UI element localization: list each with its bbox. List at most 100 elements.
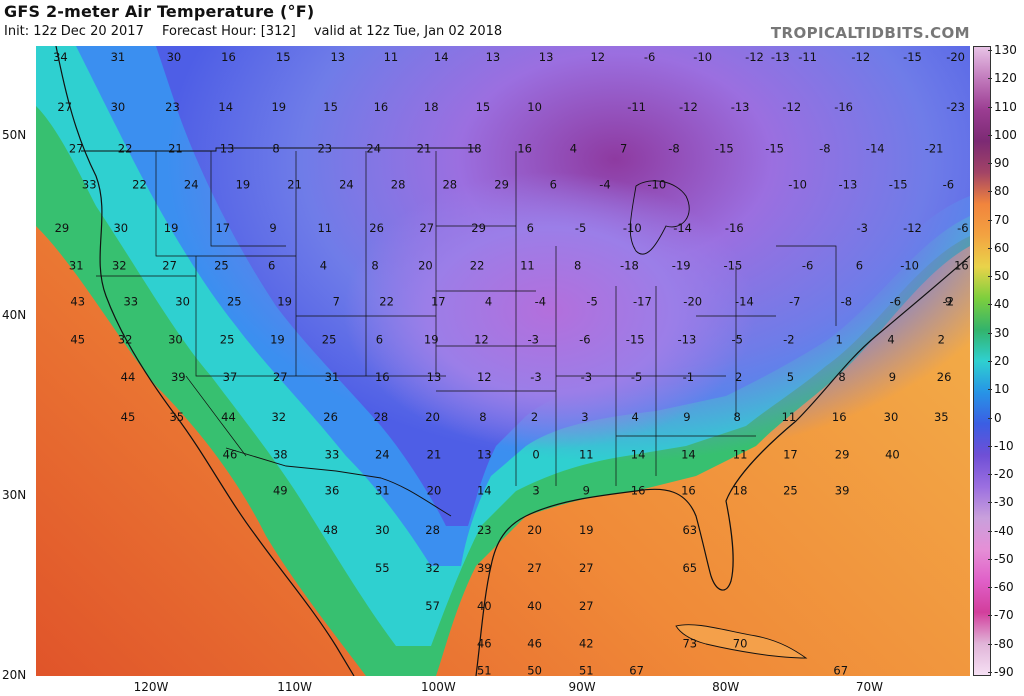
station-temp: 22: [470, 259, 485, 273]
colorbar-tick-label: -20: [994, 467, 1014, 482]
station-temp: 8: [479, 410, 486, 424]
station-temp: -3: [530, 370, 541, 384]
station-temp: 30: [167, 50, 182, 64]
longitude-label: 70W: [855, 680, 883, 694]
station-temp: 30: [175, 295, 190, 309]
station-temp: 67: [629, 664, 644, 676]
station-temp: -15: [724, 259, 743, 273]
station-temp: -13: [731, 100, 750, 114]
colorbar-tick-label: -40: [994, 523, 1014, 538]
station-temp: 9: [945, 295, 952, 309]
station-temp: 17: [431, 295, 446, 309]
station-temp: 25: [220, 332, 235, 346]
station-temp: 2: [735, 370, 742, 384]
station-temp: 27: [69, 142, 84, 156]
station-temp: 39: [477, 561, 492, 575]
station-temp: 31: [375, 484, 390, 498]
station-temp: 24: [184, 178, 199, 192]
station-temp: 11: [317, 221, 332, 235]
colorbar-tick-mark: [988, 276, 992, 278]
station-temp: 19: [579, 523, 594, 537]
station-temp: 12: [590, 50, 605, 64]
station-temp: 9: [889, 370, 896, 384]
station-temp: -12: [679, 100, 698, 114]
station-temp: 28: [425, 523, 440, 537]
station-temp: 27: [162, 259, 177, 273]
colorbar-tick-mark: [988, 134, 992, 136]
colorbar-tick-label: 90: [994, 156, 1010, 171]
colorbar-tick-label: -60: [994, 580, 1014, 595]
colorbar-tick-label: -80: [994, 636, 1014, 651]
longitude-label: 110W: [277, 680, 313, 694]
station-temp: 27: [419, 221, 434, 235]
station-temp: -3: [856, 221, 867, 235]
station-temp: 29: [835, 448, 850, 462]
station-temp: -3: [581, 370, 592, 384]
station-temp: 19: [271, 100, 286, 114]
station-temp: -20: [683, 295, 702, 309]
station-temp: 65: [682, 561, 697, 575]
station-temp: 6: [550, 178, 557, 192]
station-temp: 9: [683, 410, 690, 424]
station-temp: 26: [937, 370, 952, 384]
station-temp: 39: [171, 370, 186, 384]
station-temp: -12: [903, 221, 922, 235]
station-temp: 22: [118, 142, 133, 156]
station-temp: -16: [725, 221, 744, 235]
station-temp: -15: [715, 142, 734, 156]
station-temp: 44: [221, 410, 236, 424]
longitude-label: 90W: [568, 680, 596, 694]
station-temp: -15: [903, 50, 922, 64]
station-temp: 27: [527, 561, 542, 575]
station-temp: 4: [887, 332, 894, 346]
colorbar-tick-mark: [988, 50, 992, 51]
station-temp: 14: [681, 448, 696, 462]
station-temp: 36: [325, 484, 340, 498]
station-temp: -8: [668, 142, 679, 156]
colorbar-tick-mark: [988, 558, 992, 560]
station-temp: -11: [627, 100, 646, 114]
station-temp: -13: [678, 332, 697, 346]
station-temp: -10: [693, 50, 712, 64]
station-temp: 16: [374, 100, 389, 114]
station-temp: -6: [579, 332, 590, 346]
station-temp: -23: [946, 100, 965, 114]
state-borders: [96, 151, 837, 486]
station-temp: 21: [168, 142, 183, 156]
station-temp: 33: [325, 448, 340, 462]
colorbar-tick-label: 110: [994, 99, 1017, 114]
station-temp: -10: [788, 178, 807, 192]
station-temp: -13: [839, 178, 858, 192]
station-temp: 34: [53, 50, 68, 64]
station-temp: 21: [287, 178, 302, 192]
colorbar-tick-mark: [988, 530, 992, 532]
station-temp: 73: [682, 637, 697, 651]
station-temp: 21: [427, 448, 442, 462]
station-temp: 4: [632, 410, 639, 424]
station-temp: 7: [333, 295, 340, 309]
station-temp: -15: [765, 142, 784, 156]
station-temp: -4: [535, 295, 546, 309]
colorbar-tick-label: 130: [994, 43, 1017, 57]
station-temp: 11: [733, 448, 748, 462]
station-temp: 20: [418, 259, 433, 273]
station-temp: 29: [494, 178, 509, 192]
station-temp: 32: [112, 259, 127, 273]
station-temp: -6: [802, 259, 813, 273]
colorbar-tick-label: 30: [994, 325, 1010, 340]
station-temp: 51: [477, 664, 492, 676]
station-temp: 42: [579, 637, 594, 651]
forecast-hour: Forecast Hour: [312]: [161, 24, 296, 39]
station-temp: 43: [70, 295, 85, 309]
station-temp: 2: [531, 410, 538, 424]
station-temp: 31: [69, 259, 84, 273]
longitude-label: 100W: [420, 680, 456, 694]
station-temp: 27: [579, 561, 594, 575]
station-temp: -21: [925, 142, 944, 156]
station-temp: 11: [520, 259, 535, 273]
station-temp: 48: [323, 523, 338, 537]
station-temp: 13: [220, 142, 235, 156]
station-temp: 19: [424, 332, 439, 346]
station-temp: 10: [527, 100, 542, 114]
station-temp: 6: [268, 259, 275, 273]
